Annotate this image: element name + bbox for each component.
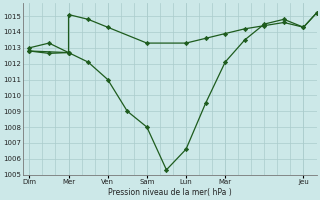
X-axis label: Pression niveau de la mer( hPa ): Pression niveau de la mer( hPa ) bbox=[108, 188, 232, 197]
